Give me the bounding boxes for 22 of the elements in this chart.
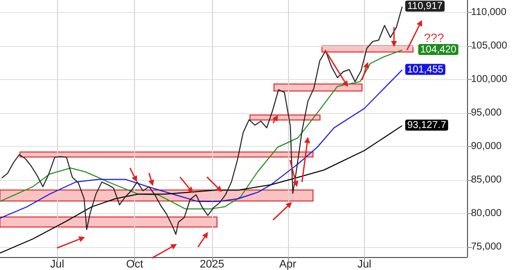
data-label: 101,455 (407, 64, 444, 76)
y-tick-label: 95,000 (471, 108, 502, 119)
y-tick-label: 100,000 (471, 74, 508, 86)
x-tick-label: 2025 (200, 258, 224, 270)
x-tick-label: Oct (126, 258, 144, 270)
x-tick-label: Apr (279, 258, 297, 270)
x-tick-label: Jul (357, 258, 372, 270)
y-tick-label: 110,000 (471, 7, 507, 18)
y-tick-label: 80,000 (471, 208, 502, 219)
data-label: 104,420 (420, 44, 457, 56)
annotation: ??? (424, 31, 444, 45)
line-series (0, 69, 403, 219)
data-label: 110,917 (407, 1, 444, 12)
y-tick-label: 90,000 (471, 141, 502, 152)
y-tick-label: 105,000 (471, 40, 508, 52)
x-tick-label: Jul (50, 258, 64, 270)
line-series (0, 50, 403, 210)
line-series (1, 6, 403, 235)
line-series (0, 125, 403, 254)
y-tick-label: 85,000 (471, 174, 502, 186)
data-label: 93,127.7 (407, 120, 447, 132)
y-tick-label: 75,000 (471, 241, 502, 252)
